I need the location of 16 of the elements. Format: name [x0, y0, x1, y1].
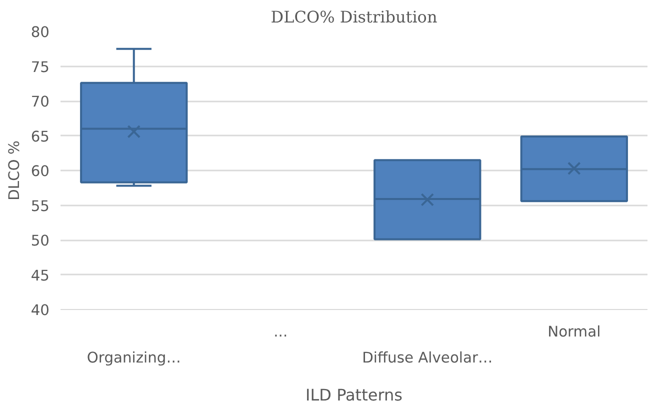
- y-tick-label: 40: [30, 302, 50, 319]
- y-tick-label: 50: [30, 232, 50, 250]
- y-tick-label: 60: [30, 163, 50, 180]
- x-tick-label: Normal: [548, 324, 601, 340]
- y-tick-label: 70: [30, 94, 50, 110]
- y-tick-label: 80: [30, 24, 50, 41]
- y-tick-label: 55: [30, 198, 50, 215]
- x-axis-title: ILD Patterns: [306, 386, 402, 404]
- y-axis-title: DLCO %: [6, 140, 23, 200]
- y-tick-label: 65: [30, 128, 50, 146]
- x-tick-label: Organizing…: [86, 350, 181, 366]
- x-tick-label: ...: [274, 324, 288, 340]
- chart-title: DLCO% Distribution: [270, 8, 438, 26]
- y-tick-label: 45: [30, 267, 50, 284]
- x-tick-label: Diffuse Alveolar…: [362, 350, 493, 366]
- y-tick-label: 75: [30, 58, 50, 76]
